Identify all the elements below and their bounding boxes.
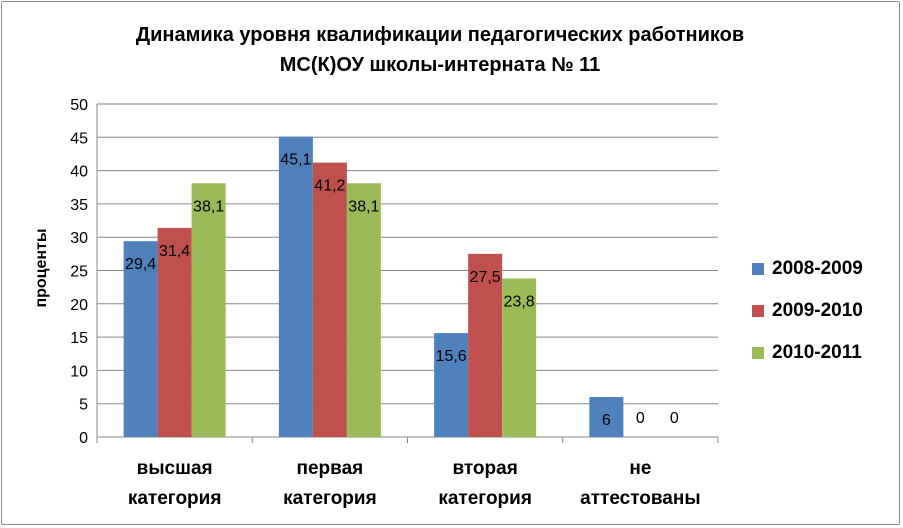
data-label: 15,6: [436, 348, 467, 365]
y-tick-label: 0: [79, 430, 88, 447]
y-tick-label: 40: [70, 164, 88, 181]
legend-swatch: [752, 263, 764, 275]
y-tick-label: 45: [70, 130, 88, 147]
legend-label: 2008-2009: [772, 258, 863, 279]
bar: [589, 397, 624, 437]
chart-title-line1: Динамика уровня квалификации педагогичес…: [135, 24, 745, 46]
x-tick-label: категория: [438, 488, 532, 509]
legend-swatch: [752, 305, 764, 317]
bar: [157, 227, 192, 437]
data-label: 23,8: [504, 293, 535, 310]
legend-item-2: 2010-2011: [752, 332, 863, 374]
y-tick-label: 50: [70, 97, 88, 114]
y-tick-label: 20: [70, 297, 88, 314]
data-label: 38,1: [193, 198, 224, 215]
x-tick-label: вторая: [452, 458, 517, 479]
bar: [434, 333, 469, 437]
bar: [346, 183, 381, 437]
bar: [191, 183, 226, 437]
legend-swatch: [752, 347, 764, 359]
x-tick-label: аттестованы: [580, 488, 700, 509]
x-tick-label: первая: [297, 458, 364, 479]
bar: [278, 136, 313, 437]
legend-item-0: 2008-2009: [752, 248, 863, 290]
data-label: 45,1: [280, 152, 311, 169]
bar: [502, 278, 537, 437]
legend-label: 2010-2011: [772, 342, 862, 363]
data-label: 29,4: [125, 256, 156, 273]
data-label: 31,4: [159, 243, 190, 260]
data-label: 0: [636, 410, 645, 427]
y-tick-label: 25: [70, 264, 88, 281]
x-tick-label: высшая: [137, 458, 213, 479]
data-label: 41,2: [314, 178, 345, 195]
bar: [468, 253, 503, 437]
data-label: 6: [602, 412, 611, 429]
data-label: 0: [670, 410, 679, 427]
chart-title: Динамика уровня квалификации педагогичес…: [60, 20, 820, 80]
x-tick-label: категория: [283, 488, 377, 509]
x-tick-label: не: [629, 458, 651, 479]
bar: [123, 241, 158, 437]
legend-item-1: 2009-2010: [752, 290, 863, 332]
data-label: 27,5: [470, 269, 501, 286]
y-tick-label: 5: [79, 397, 88, 414]
y-tick-label: 35: [70, 197, 88, 214]
y-tick-label: 10: [70, 363, 88, 380]
chart-title-line2: МС(К)ОУ школы-интерната № 11: [279, 54, 601, 76]
x-tick-label: категория: [128, 488, 222, 509]
legend-label: 2009-2010: [772, 300, 863, 321]
y-tick-label: 15: [70, 330, 88, 347]
y-tick-label: 30: [70, 230, 88, 247]
legend: 2008-2009 2009-2010 2010-2011: [752, 248, 863, 374]
data-label: 38,1: [348, 198, 379, 215]
bar: [312, 162, 347, 437]
